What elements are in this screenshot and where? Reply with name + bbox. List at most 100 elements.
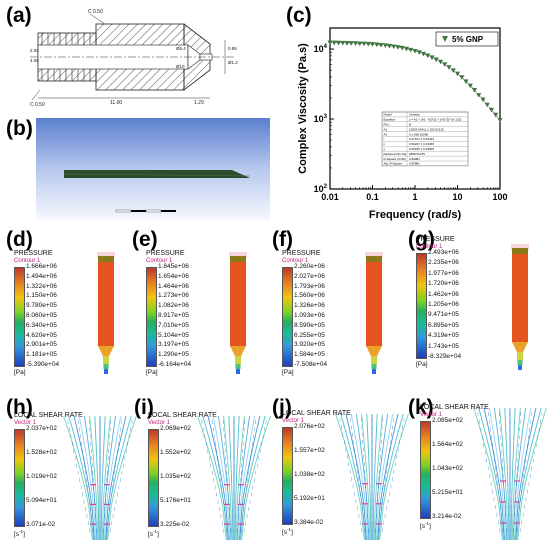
fit-table: Model Carreau Equation y = A2 + (A1 - A2)*[…: [381, 111, 469, 167]
streamline: [228, 415, 234, 541]
mesh-view: [36, 118, 270, 220]
colorbar-tick: 1.845e+06: [158, 263, 189, 270]
streamline: [202, 415, 228, 541]
colorbar-tick: 1.977e+06: [428, 269, 459, 277]
streamline: [235, 415, 245, 541]
streamline: [374, 413, 389, 541]
streamline: [513, 407, 532, 541]
data-point: [476, 93, 482, 98]
data-point: [480, 97, 486, 103]
streamline: [234, 415, 240, 541]
streamline: [240, 415, 266, 541]
streamline: [488, 407, 507, 541]
pressure-field: [97, 252, 115, 374]
streamline: [236, 415, 251, 541]
pressure-field: [365, 252, 383, 374]
streamline: [345, 413, 367, 541]
y-axis-label: Complex Viscosity (Pa.s): [297, 43, 309, 174]
streamline: [197, 415, 227, 541]
nozzle-body: [512, 254, 528, 342]
dim-label: 1.29: [194, 100, 204, 106]
nozzle-taper: [512, 342, 528, 352]
colorbar-tick: 1.150e+06: [26, 292, 57, 300]
dim-label: 4.00: [30, 58, 39, 63]
fit-table-key: x: [384, 147, 386, 151]
colorbar-tick: 3.197e+05: [158, 341, 189, 349]
colorbar-tick: 1.564e+02: [432, 441, 463, 448]
data-point: [365, 41, 371, 47]
fit-curve: [329, 42, 501, 121]
streamline: [335, 413, 365, 541]
colorbar-tick: 1.584e+05: [294, 351, 325, 359]
legend-subtitle: Contour 1: [282, 258, 309, 264]
streamline: [101, 415, 111, 541]
streamline: [512, 407, 527, 541]
colorbar-tick: 1.528e+02: [26, 449, 57, 456]
color-legend: LOCAL SHEAR RATE Vector 1 2.037e+02 1.528e+…: [14, 412, 83, 538]
legend-subtitle: Contour 1: [146, 258, 173, 264]
streamline: [106, 415, 132, 541]
colorbar-tick: 2.076e+02: [294, 423, 325, 430]
color-legend: PRESSURE Contour 1 1.845e+06 1.654e+06 1.464…: [146, 250, 191, 376]
data-point: [327, 40, 333, 46]
y-tick-label: 103: [314, 114, 328, 124]
colorbar: [282, 267, 293, 367]
streamline: [212, 415, 231, 541]
streamline: [504, 407, 510, 541]
colorbar-tick: 3.214e-02: [432, 513, 462, 520]
colorbar-unit: [Pa]: [282, 369, 294, 376]
colorbar-tick: -8.329e+04: [428, 353, 462, 360]
fit-table-value: 0.39035 ± 0.16805: [409, 147, 434, 151]
colorbar-tick: 2.901e+05: [26, 341, 57, 349]
data-point: [348, 41, 354, 46]
pressure-panel-f: PRESSURE Contour 1 2.260e+06 2.027e+06 1.793…: [282, 250, 400, 390]
colorbar-tick: 1.181e+05: [26, 351, 57, 359]
panel-label-h: (h): [6, 396, 33, 419]
colorbar-unit: [s-1]: [420, 521, 431, 531]
nozzle-taper: [366, 346, 382, 356]
colorbar-tick: 9.471e+05: [428, 311, 459, 319]
colorbar-tick: 1.205e+06: [428, 301, 459, 308]
fit-table-value: 0 ± 268.15285: [409, 132, 428, 136]
legend-title: PRESSURE: [14, 250, 53, 257]
fit-table-value: Carreau: [409, 113, 420, 117]
nozzle-outlet: [104, 369, 108, 374]
panel-label-e: (e): [132, 228, 158, 251]
colorbar-tick: 1.093e+06: [294, 312, 325, 319]
colorbar-tick: 1.654e+06: [158, 272, 189, 280]
shear-vector-field: [197, 415, 271, 541]
legend-title: PRESSURE: [282, 250, 321, 257]
viscosity-chart: 0.01 0.1 1 10 100 104 103 102 Frequency (rad/s) C…: [297, 27, 508, 221]
colorbar-tick: 1.322e+06: [26, 282, 57, 290]
colorbar-tick: -5.390e+04: [26, 361, 60, 368]
y-tick-label: 104: [314, 44, 328, 54]
streamline: [515, 407, 537, 541]
legend-subtitle: Contour 1: [416, 244, 443, 250]
panel-label-g: (g): [408, 228, 435, 251]
legend-subtitle: Vector 1: [282, 418, 305, 424]
dim-label: 0.85: [228, 46, 237, 51]
panel-label-d: (d): [6, 228, 33, 251]
streamline: [340, 413, 366, 541]
streamline: [100, 415, 106, 541]
colorbar: [420, 421, 431, 519]
colorbar-tick: 3.071e-02: [26, 521, 56, 528]
panel-label-k: (k): [408, 396, 434, 419]
fit-table-key: n: [384, 142, 386, 146]
nozzle-body: [98, 262, 114, 346]
data-point: [382, 43, 388, 48]
nozzle-taper: [230, 346, 246, 356]
shear-vector-field: [335, 413, 409, 541]
colorbar-tick: -7.508e+04: [294, 361, 328, 368]
colorbar-tick: 1.273e+06: [158, 292, 189, 300]
fit-table-key: Equation: [384, 118, 396, 122]
fit-table-value: 2858.51275: [409, 152, 425, 156]
colorbar-tick: 2.085e+02: [432, 417, 463, 424]
x-tick-label: 10: [452, 192, 462, 202]
streamline: [78, 415, 97, 541]
data-point: [361, 41, 367, 47]
color-legend: LOCAL SHEAR RATE Vector 1 2.069e+02 1.552e+…: [148, 412, 217, 538]
colorbar-tick: 1.464e+06: [158, 282, 189, 290]
legend: 5% GNP: [435, 31, 499, 47]
colorbar-tick: 1.038e+02: [294, 471, 325, 478]
